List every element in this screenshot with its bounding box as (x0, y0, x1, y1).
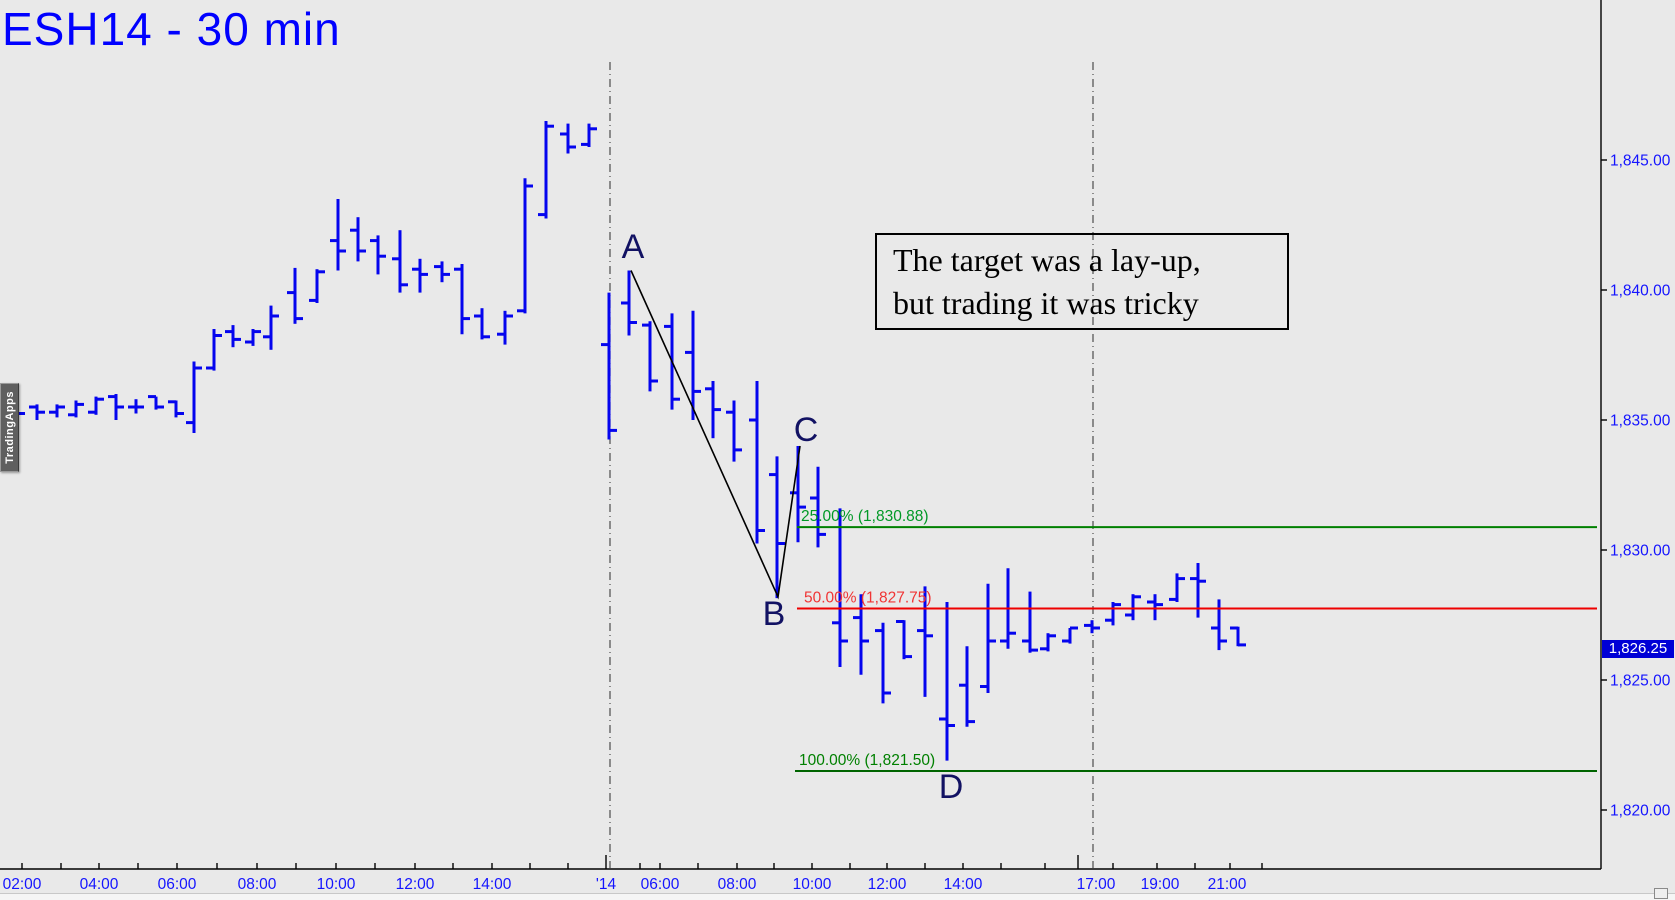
ohlc-bar (917, 586, 933, 697)
ohlc-bar (1040, 633, 1056, 652)
ohlc-bar (875, 622, 891, 704)
ohlc-bar (1147, 594, 1163, 621)
ohlc-bar (517, 178, 533, 314)
ohlc-bar (1022, 591, 1038, 653)
time-axis-label: 19:00 (1141, 876, 1180, 893)
time-axis-label: 02:00 (3, 876, 42, 893)
horizontal-scrollbar[interactable] (0, 893, 1675, 900)
time-axis-label: 12:00 (396, 876, 435, 893)
annotation-line-2: but trading it was tricky (893, 285, 1199, 321)
ohlc-bar (412, 258, 428, 293)
abc-pivot-line[interactable] (630, 270, 801, 600)
time-axis-label: 06:00 (641, 876, 680, 893)
ohlc-bar (1125, 594, 1141, 621)
last-price-badge: 1,826.25 (1602, 640, 1674, 658)
ohlc-bar (186, 361, 202, 433)
ohlc-bar (49, 404, 65, 418)
ohlc-bar (263, 305, 279, 350)
ohlc-bar (1230, 626, 1246, 647)
ohlc-bar (392, 230, 408, 293)
price-axis-label: 1,835.00 (1610, 413, 1671, 430)
pivot-label-D: D (939, 768, 964, 806)
ohlc-bar (705, 381, 721, 439)
pivot-label-A: A (622, 228, 645, 266)
price-axis-label: 1,840.00 (1610, 283, 1671, 300)
fib-level-label-50.00%: 50.00% (1,827.75) (804, 590, 932, 607)
time-axis-label: 10:00 (793, 876, 832, 893)
ohlc-bar (287, 267, 303, 324)
tradingapps-tab-label: TradingApps (3, 391, 16, 464)
ohlc-bar (581, 123, 597, 147)
ohlc-bar (108, 394, 124, 420)
ohlc-bar (1105, 602, 1121, 626)
ohlc-bar (621, 270, 637, 336)
time-axis-label: 04:00 (80, 876, 119, 893)
resize-grip[interactable] (1654, 888, 1668, 899)
ohlc-bar (128, 399, 144, 414)
time-axis-label: 17:00 (1077, 876, 1116, 893)
time-axis-label: '14 (596, 876, 617, 893)
ohlc-bar (168, 400, 184, 418)
ohlc-bar (225, 325, 241, 348)
ohlc-bar (350, 217, 366, 262)
ohlc-bar (497, 310, 513, 345)
ohlc-bar (726, 400, 742, 462)
ohlc-bar (769, 456, 785, 599)
ohlc-bar (959, 646, 975, 727)
tradingapps-tab[interactable]: TradingApps (0, 383, 19, 472)
time-axis-label: 06:00 (158, 876, 197, 893)
ohlc-bar (1169, 573, 1185, 602)
ohlc-bar (1062, 626, 1078, 644)
time-axis-label: 12:00 (868, 876, 907, 893)
time-axis-label: 10:00 (317, 876, 356, 893)
ohlc-bar (474, 308, 490, 340)
ohlc-bar (810, 466, 826, 548)
ohlc-bar (538, 121, 554, 219)
ohlc-bar (245, 329, 261, 346)
ohlc-bar (601, 292, 617, 440)
time-axis-label: 14:00 (944, 876, 983, 893)
ohlc-bar (330, 199, 346, 271)
time-axis-label: 21:00 (1208, 876, 1247, 893)
ohlc-bar (148, 395, 164, 410)
price-axis-label: 1,845.00 (1610, 153, 1671, 170)
price-axis-label: 1,820.00 (1610, 803, 1671, 820)
ohlc-bar (980, 583, 996, 693)
time-axis-label: 14:00 (473, 876, 512, 893)
chart-title: ESH14 - 30 min (2, 3, 341, 55)
time-axis-label: 08:00 (718, 876, 757, 893)
time-axis-label: 08:00 (238, 876, 277, 893)
pivot-label-C: C (794, 411, 819, 449)
ohlc-bar (896, 620, 912, 660)
price-axis[interactable]: 1,845.00 1,840.00 1,835.00 1,830.00 1,825.00… (1601, 153, 1671, 820)
price-axis-label: 1,830.00 (1610, 543, 1671, 560)
time-axis[interactable]: 02:00 04:00 06:00 08:00 10:00 12:00 14:00 '14 06… (3, 855, 1263, 893)
ohlc-bar (454, 264, 470, 335)
annotation-text-box[interactable]: The target was a lay-up, but trading it … (875, 233, 1289, 330)
ohlc-bar (68, 400, 84, 418)
ohlc-bar (1211, 599, 1227, 651)
ohlc-bar (309, 269, 325, 303)
ohlc-bar (939, 602, 955, 761)
price-axis-label: 1,825.00 (1610, 673, 1671, 690)
ohlc-bar (685, 310, 701, 420)
fib-level-label-25.00%: 25.00% (1,830.88) (801, 508, 929, 525)
ohlc-bar (642, 321, 658, 392)
ohlc-bar (1084, 620, 1100, 634)
ohlc-bar (370, 235, 386, 275)
fib-level-label-100.00%: 100.00% (1,821.50) (799, 752, 935, 769)
ohlc-bar (560, 123, 576, 154)
ohlc-bar (434, 261, 450, 283)
ohlc-bar (88, 396, 104, 415)
ohlc-bar (29, 404, 45, 420)
annotation-line-1: The target was a lay-up, (893, 242, 1201, 278)
ohlc-bar (206, 329, 222, 371)
ohlc-bar (749, 381, 765, 544)
ohlc-bar (832, 508, 848, 667)
pivot-label-B: B (763, 595, 786, 633)
